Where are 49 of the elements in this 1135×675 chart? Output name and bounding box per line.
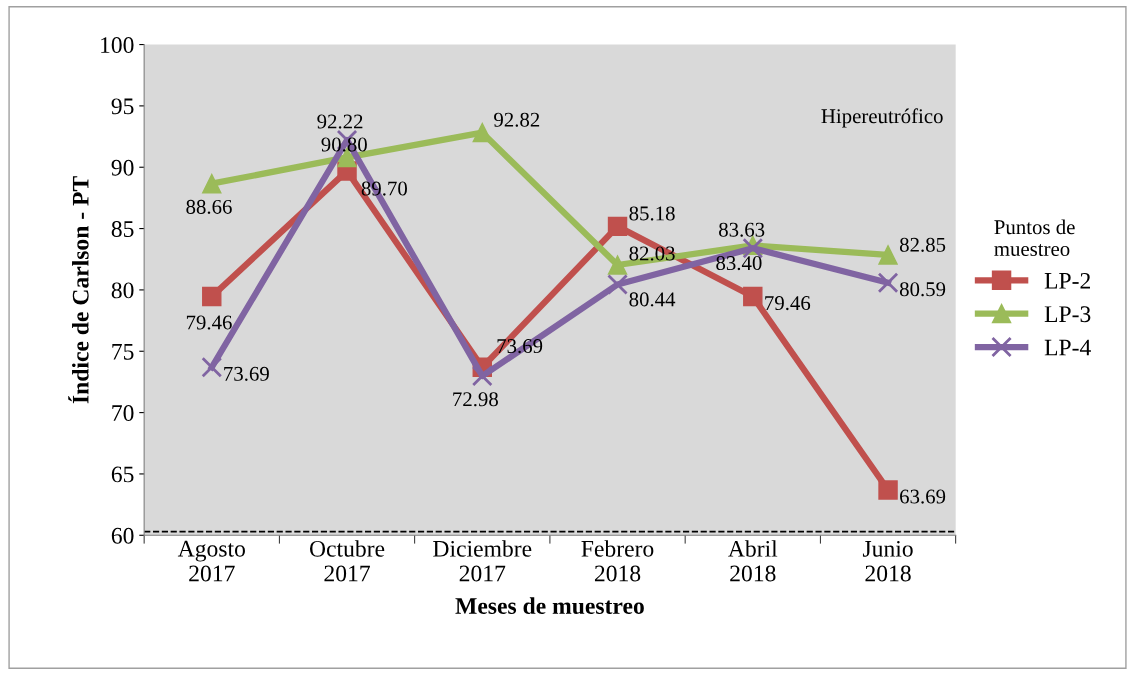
x-tick-label: Junio 2018 [862,540,913,582]
y-tick-label: 100 [101,37,134,53]
data-label: 82.85 [899,237,946,252]
data-label: 80.44 [629,292,676,307]
point [877,272,899,294]
y-tick-label: 60 [111,527,134,544]
y-tick-label: 80 [111,282,134,299]
y-tick-label: 85 [111,221,134,237]
data-label: 63.69 [900,489,946,504]
data-label: 89.70 [361,181,407,196]
data-label: 79.46 [765,296,811,311]
legend-title: Puntos de muestreo [994,219,1075,256]
data-label: 83.63 [719,222,765,237]
data-label: 92.82 [494,112,540,127]
data-label: 88.66 [186,199,232,214]
legend-label: LP-4 [1044,339,1091,356]
y-tick-label: 95 [111,98,134,115]
y-tick-label: 75 [112,343,134,360]
point [743,286,763,307]
point [878,480,898,500]
data-label: 85.18 [629,206,675,221]
legend-label: LP-2 [1044,272,1090,289]
x-tick-label: Agosto 2017 [177,540,245,582]
x-tick-label: Diciembre 2017 [433,540,532,582]
data-label: 90.80 [321,137,367,152]
y-axis-title: Índice de Carlson - PT [68,176,89,404]
data-label: 80.59 [899,282,946,297]
y-tick-label: 70 [112,405,134,422]
y-tick-label: 90 [111,159,134,176]
point [878,245,898,265]
point [201,356,223,378]
data-label: 79.46 [186,315,232,330]
data-label: 72.98 [453,392,498,407]
point [607,274,628,295]
x-tick-label: Febrero 2018 [581,540,654,582]
legend-label: LP-3 [1044,306,1091,323]
data-label: 92.22 [317,114,363,129]
point [202,286,222,307]
x-tick-label: Octubre 2017 [309,540,385,582]
x-axis-title: Meses de muestreo [455,597,644,615]
y-tick-label: 65 [111,466,134,483]
data-label: 73.69 [224,366,269,381]
point [471,365,493,387]
x-tick-label: Abril 2018 [728,540,778,582]
point [607,216,628,237]
point [607,255,628,275]
annotation: Hipereutrófico [821,108,943,128]
point [202,173,222,194]
data-label: 83.40 [716,256,762,271]
